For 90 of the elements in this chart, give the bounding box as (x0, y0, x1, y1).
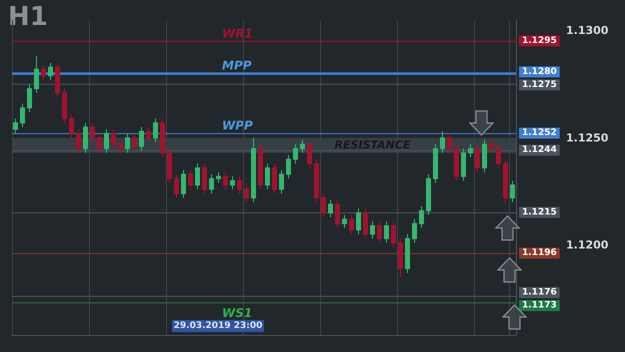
candlestick (251, 137, 256, 203)
text: 1.1173 (522, 300, 557, 311)
candlestick (153, 118, 158, 143)
candlestick (244, 184, 249, 203)
candlestick (160, 118, 165, 158)
candlestick (181, 170, 186, 198)
candlestick (13, 118, 18, 134)
candlestick (356, 208, 361, 235)
candlestick (440, 130, 445, 154)
text: 1.1280 (522, 66, 557, 77)
candlestick (482, 140, 487, 173)
candlestick (391, 220, 396, 248)
candlestick (62, 88, 67, 124)
candlestick (146, 126, 151, 143)
text: 1.1244 (522, 145, 557, 156)
candlestick (412, 218, 417, 244)
candlestick (90, 122, 95, 143)
candlestick (167, 148, 172, 184)
candlestick (125, 133, 130, 154)
candlestick (216, 172, 221, 184)
chart-title: H1 (8, 2, 48, 32)
candlestick (426, 174, 431, 216)
text: 1.1215 (522, 207, 557, 218)
ref-line-label: WR1 (222, 26, 253, 40)
candlestick (202, 163, 207, 194)
ref-line-label: WPP (222, 118, 254, 133)
candlestick (27, 84, 32, 113)
candlestick (209, 174, 214, 194)
candlestick (97, 133, 102, 154)
candlestick (349, 214, 354, 235)
candlestick (342, 214, 347, 228)
text: 1.1176 (522, 288, 557, 298)
candlestick (132, 133, 137, 152)
candlestick (76, 128, 81, 154)
text: 1.1252 (522, 128, 557, 138)
annotation: 29.03.2019 23:00 (172, 320, 264, 332)
text: 1.1275 (522, 80, 557, 90)
ref-line-label: WS1 (222, 306, 252, 320)
candlestick (55, 62, 60, 98)
ref-line-label: MPP (222, 58, 252, 73)
candlestick (433, 144, 438, 184)
candlestick (34, 56, 39, 94)
candlestick (83, 122, 88, 154)
candlestick (461, 148, 466, 182)
candlestick (475, 144, 480, 173)
candlestick (419, 206, 424, 228)
candlestick (272, 163, 277, 194)
candlestick (328, 200, 333, 218)
candlestick (503, 158, 508, 205)
candlestick (398, 238, 403, 278)
text: 1.1295 (522, 36, 557, 46)
candlestick (489, 140, 494, 154)
candlestick (139, 126, 144, 152)
candlestick (377, 220, 382, 244)
y-tick-label: 1.1250 (566, 131, 609, 144)
candlestick (496, 144, 501, 168)
candlestick (237, 176, 242, 194)
candlestick (230, 176, 235, 190)
y-tick-label: 1.1300 (566, 24, 609, 38)
candlestick (223, 172, 228, 190)
candlestick (468, 144, 473, 158)
text: 1.1196 (522, 248, 557, 258)
candlestick (384, 220, 389, 244)
candlestick (258, 144, 263, 190)
candlestick (335, 200, 340, 228)
candlestick (286, 154, 291, 180)
candlestick (104, 128, 109, 154)
candlestick (307, 140, 312, 168)
candlestick (188, 170, 193, 190)
candlestick (314, 158, 319, 203)
candlestick (265, 163, 270, 190)
candlestick (174, 174, 179, 198)
candlestick (195, 163, 200, 190)
candlestick (41, 64, 46, 80)
candlestick (447, 133, 452, 154)
candlestick (510, 180, 515, 203)
candlestick (20, 103, 25, 128)
candlestick (363, 208, 368, 240)
candlestick (300, 140, 305, 154)
candlestick (454, 144, 459, 182)
y-tick-label: 1.1200 (566, 238, 609, 252)
candlestick (370, 220, 375, 240)
candlestick (321, 193, 326, 218)
candlestick (69, 114, 74, 138)
candlestick (293, 144, 298, 164)
candlestick (279, 170, 284, 194)
candlestick (48, 62, 53, 80)
candlestick (111, 128, 116, 150)
candlestick (405, 234, 410, 274)
candlestick (118, 140, 123, 154)
